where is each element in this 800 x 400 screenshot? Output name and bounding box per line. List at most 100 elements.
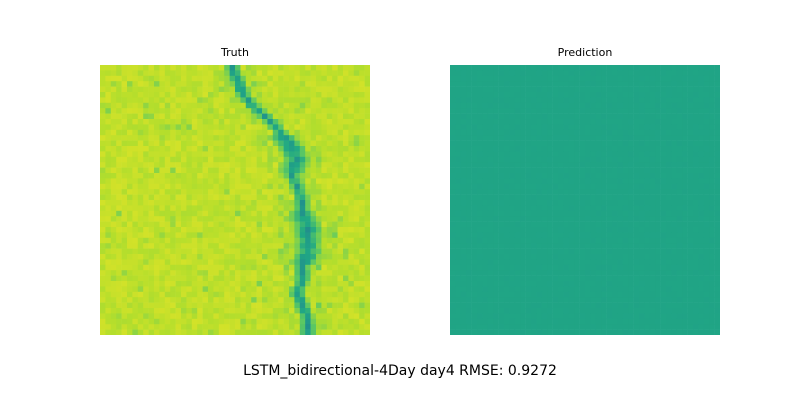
prediction-heatmap-cell — [536, 92, 543, 98]
prediction-heatmap-cell — [455, 167, 462, 174]
prediction-heatmap-cell — [693, 65, 699, 71]
prediction-heatmap-cell — [622, 75, 629, 82]
prediction-heatmap-cell — [498, 119, 505, 125]
truth-heatmap-cell — [332, 281, 338, 287]
prediction-heatmap-cell — [536, 135, 543, 141]
prediction-heatmap-cell — [547, 70, 553, 77]
truth-heatmap-cell — [245, 189, 252, 195]
prediction-heatmap-cell — [466, 313, 472, 320]
truth-heatmap-cell — [299, 286, 306, 293]
prediction-heatmap-cell — [687, 75, 694, 82]
truth-heatmap-cell — [267, 302, 274, 309]
truth-heatmap-cell — [218, 200, 225, 206]
truth-heatmap-cell — [343, 318, 349, 325]
prediction-heatmap-cell — [649, 129, 656, 136]
prediction-heatmap-cell — [660, 124, 667, 131]
prediction-heatmap-cell — [471, 254, 478, 260]
truth-heatmap-cell — [159, 313, 166, 320]
prediction-heatmap-cell — [606, 270, 613, 276]
prediction-heatmap-cell — [709, 81, 715, 87]
truth-heatmap-cell — [245, 302, 252, 309]
prediction-heatmap-cell — [471, 167, 478, 174]
truth-heatmap-cell — [310, 264, 317, 271]
truth-heatmap-cell — [181, 81, 187, 87]
truth-heatmap-cell — [316, 65, 322, 71]
truth-heatmap-cell — [170, 124, 176, 131]
truth-heatmap-cell — [143, 281, 149, 287]
truth-heatmap-cell — [191, 178, 198, 185]
prediction-heatmap-cell — [622, 194, 629, 201]
prediction-heatmap-cell — [450, 227, 456, 233]
truth-heatmap-cell — [283, 189, 290, 195]
prediction-heatmap-cell — [687, 92, 694, 98]
truth-heatmap-cell — [218, 189, 225, 195]
truth-heatmap-cell — [224, 200, 230, 206]
truth-heatmap-cell — [164, 270, 171, 276]
prediction-heatmap-cell — [579, 264, 586, 271]
truth-heatmap-cell — [310, 221, 317, 228]
truth-heatmap-cell — [164, 291, 171, 298]
truth-heatmap-cell — [132, 129, 139, 136]
truth-heatmap-cell — [181, 146, 187, 152]
prediction-heatmap-cell — [450, 210, 456, 217]
prediction-heatmap-cell — [666, 264, 672, 271]
prediction-heatmap-cell — [514, 151, 521, 158]
truth-heatmap-cell — [272, 270, 279, 276]
truth-heatmap-cell — [154, 129, 160, 136]
prediction-heatmap-cell — [531, 65, 537, 71]
truth-heatmap-cell — [224, 129, 230, 136]
prediction-heatmap-cell — [514, 108, 521, 114]
truth-heatmap-cell — [316, 86, 322, 93]
truth-heatmap-cell — [100, 243, 106, 249]
prediction-heatmap-cell — [644, 124, 651, 131]
truth-heatmap-cell — [359, 221, 365, 228]
truth-heatmap-cell — [137, 221, 144, 228]
prediction-heatmap-cell — [660, 102, 667, 109]
prediction-heatmap-cell — [493, 140, 499, 147]
prediction-heatmap-cell — [606, 291, 613, 298]
prediction-heatmap-cell — [482, 318, 489, 325]
prediction-heatmap-cell — [617, 151, 624, 158]
prediction-heatmap-cell — [682, 75, 688, 82]
prediction-heatmap-cell — [487, 92, 494, 98]
prediction-heatmap-cell — [639, 178, 645, 185]
truth-heatmap-cell — [305, 232, 311, 239]
prediction-heatmap-cell — [568, 178, 575, 185]
prediction-heatmap-cell — [698, 270, 705, 276]
prediction-heatmap-cell — [547, 275, 553, 282]
prediction-heatmap-cell — [520, 140, 526, 147]
prediction-heatmap-cell — [552, 232, 559, 239]
prediction-heatmap-cell — [633, 140, 640, 147]
prediction-heatmap-cell — [471, 97, 478, 104]
truth-heatmap-cell — [229, 113, 236, 120]
truth-heatmap-cell — [197, 140, 203, 147]
truth-heatmap-cell — [208, 281, 214, 287]
prediction-heatmap-cell — [477, 291, 483, 298]
prediction-heatmap-cell — [568, 227, 575, 233]
truth-heatmap-cell — [229, 129, 236, 136]
truth-heatmap-cell — [235, 221, 241, 228]
prediction-heatmap-cell — [666, 286, 672, 293]
prediction-heatmap-cell — [568, 313, 575, 320]
prediction-heatmap-cell — [509, 205, 516, 212]
prediction-heatmap-cell — [477, 243, 483, 249]
truth-heatmap-cell — [348, 291, 355, 298]
truth-heatmap-cell — [364, 254, 370, 260]
truth-heatmap-cell — [353, 329, 360, 335]
prediction-heatmap-cell — [482, 183, 489, 190]
prediction-heatmap-cell — [655, 151, 661, 158]
prediction-heatmap-cell — [714, 286, 720, 293]
prediction-heatmap-cell — [514, 70, 521, 77]
prediction-heatmap-cell — [601, 264, 607, 271]
truth-heatmap-cell — [359, 178, 365, 185]
prediction-heatmap-cell — [639, 221, 645, 228]
prediction-heatmap-cell — [493, 119, 499, 125]
truth-heatmap-cell — [127, 318, 133, 325]
truth-heatmap-cell — [337, 227, 344, 233]
prediction-heatmap-cell — [579, 113, 586, 120]
prediction-heatmap-cell — [617, 318, 624, 325]
prediction-heatmap-cell — [568, 167, 575, 174]
prediction-heatmap-cell — [450, 248, 456, 255]
truth-heatmap-cell — [186, 264, 193, 271]
prediction-heatmap-cell — [612, 156, 618, 163]
